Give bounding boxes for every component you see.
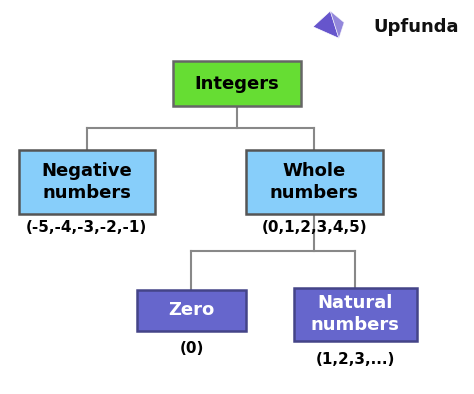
Text: (1,2,3,...): (1,2,3,...) [316,352,395,367]
FancyBboxPatch shape [246,150,383,214]
FancyBboxPatch shape [294,288,417,341]
Text: Zero: Zero [168,301,215,320]
FancyBboxPatch shape [137,290,246,331]
Text: (-5,-4,-3,-2,-1): (-5,-4,-3,-2,-1) [26,220,147,235]
FancyBboxPatch shape [18,150,155,214]
Text: Whole
numbers: Whole numbers [270,162,359,202]
Text: Upfunda: Upfunda [374,18,459,36]
Polygon shape [313,11,339,38]
Text: Negative
numbers: Negative numbers [41,162,132,202]
Text: Natural
numbers: Natural numbers [311,294,400,335]
Text: Integers: Integers [195,74,279,93]
Text: (0,1,2,3,4,5): (0,1,2,3,4,5) [262,220,367,235]
FancyBboxPatch shape [173,61,301,106]
Polygon shape [330,11,344,38]
Text: (0): (0) [179,341,204,356]
